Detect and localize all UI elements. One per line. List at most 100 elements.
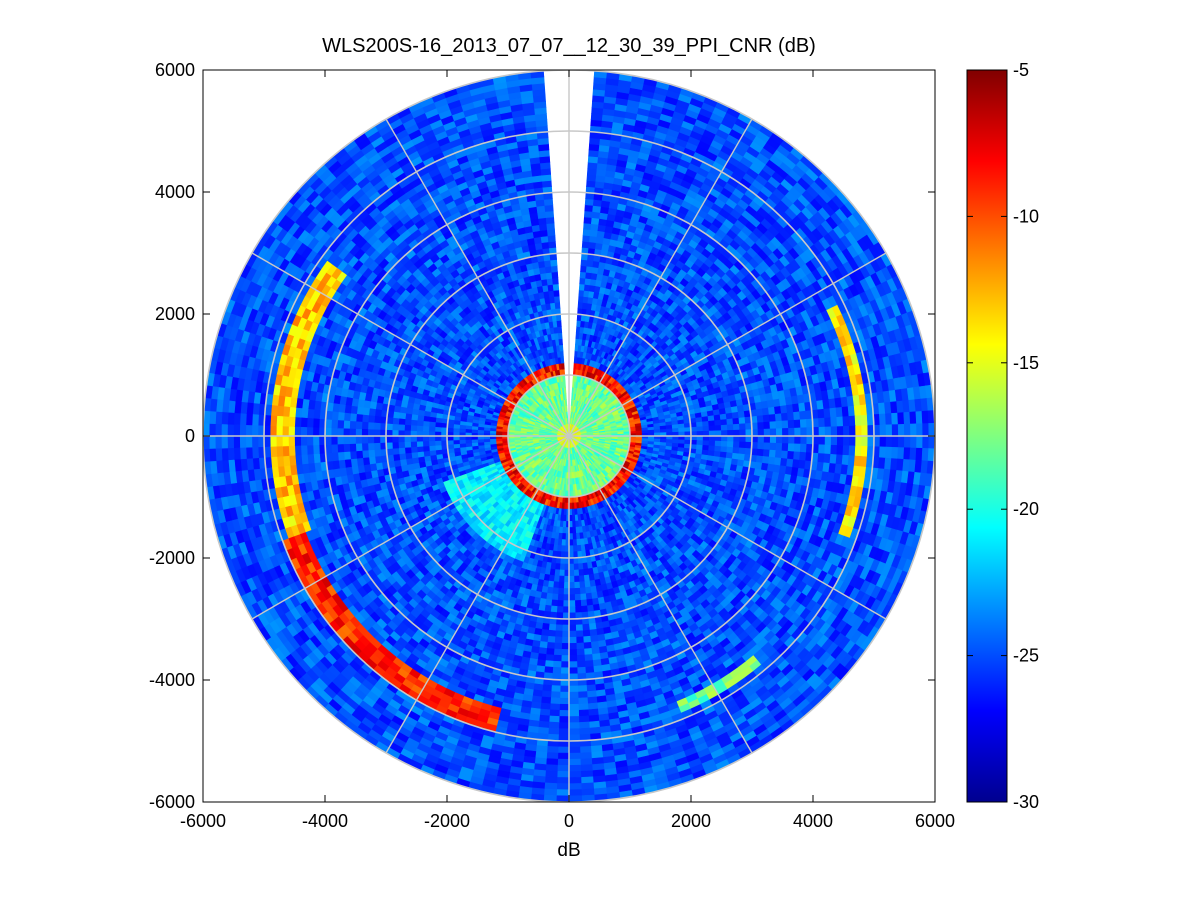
- cnr-cell: [854, 445, 862, 457]
- cnr-cell: [727, 429, 735, 437]
- cnr-cell: [757, 435, 765, 444]
- cnr-cell: [745, 435, 753, 443]
- cnr-cell: [824, 426, 832, 437]
- cnr-cell: [763, 435, 771, 444]
- cnr-cell: [879, 446, 887, 459]
- cnr-cell: [726, 446, 734, 454]
- cnr-cell: [793, 443, 801, 453]
- cnr-cell: [835, 406, 844, 418]
- cnr-cell: [823, 453, 831, 464]
- cnr-cell: [774, 413, 783, 422]
- cnr-cell: [879, 424, 887, 437]
- cnr-cell: [910, 435, 918, 449]
- cnr-cell: [921, 448, 929, 462]
- cnr-cell: [885, 446, 893, 459]
- cnr-cell: [677, 423, 685, 429]
- cnr-cell: [769, 421, 777, 430]
- cnr-cell: [782, 428, 789, 437]
- cnr-cell: [787, 412, 795, 422]
- cnr-cell: [666, 428, 673, 433]
- cnr-cell: [915, 447, 923, 462]
- cnr-cell: [761, 456, 770, 465]
- cnr-cell: [847, 455, 856, 467]
- cnr-cell: [830, 426, 838, 437]
- cnr-cell: [806, 427, 814, 437]
- cnr-cell: [696, 440, 704, 446]
- cnr-cell: [733, 435, 741, 443]
- cnr-cell: [916, 435, 924, 449]
- cnr-cell: [824, 444, 832, 455]
- cnr-cell: [841, 406, 850, 418]
- cnr-cell: [885, 424, 893, 437]
- cnr-cell: [787, 450, 795, 460]
- cnr-cell: [732, 423, 741, 431]
- cnr-cell: [830, 416, 838, 428]
- cnr-cell: [818, 444, 826, 455]
- cnr-cell: [824, 435, 832, 446]
- cnr-cell: [713, 414, 721, 422]
- cnr-cell: [781, 412, 789, 422]
- cnr-cell: [755, 408, 764, 417]
- cnr-cell: [714, 419, 722, 427]
- cnr-cell: [769, 442, 777, 451]
- cnr-cell: [843, 435, 850, 447]
- cnr-cell: [584, 198, 595, 206]
- cnr-cell: [842, 416, 850, 427]
- cnr-cell: [897, 412, 905, 425]
- cnr-cell: [829, 407, 838, 419]
- cnr-cell: [916, 423, 924, 437]
- cnr-cell: [583, 216, 593, 224]
- cnr-cell: [793, 419, 801, 429]
- cnr-cell: [726, 441, 734, 448]
- cnr-cell: [582, 234, 591, 243]
- cnr-cell: [843, 425, 850, 437]
- cnr-cell: [702, 421, 710, 427]
- cnr-cell: [726, 418, 734, 426]
- cnr-cell: [836, 426, 844, 437]
- cnr-cell: [818, 435, 826, 446]
- cnr-cell: [732, 417, 740, 425]
- cnr-cell: [583, 210, 593, 218]
- cnr-cell: [707, 415, 715, 422]
- cnr-cell: [587, 155, 599, 164]
- cnr-cell: [775, 420, 783, 430]
- cnr-cell: [794, 435, 802, 445]
- cnr-cell: [672, 428, 680, 433]
- cnr-cell: [715, 430, 722, 437]
- cnr-cell: [848, 415, 856, 427]
- cnr-cell: [788, 427, 796, 437]
- cnr-cell: [817, 453, 825, 464]
- cnr-cell: [582, 228, 592, 237]
- cnr-cell: [782, 435, 789, 444]
- cnr-cell: [732, 441, 741, 449]
- cnr-cell: [799, 443, 808, 453]
- cnr-cell: [848, 445, 856, 457]
- cnr-cell: [897, 435, 905, 449]
- cnr-cell: [757, 428, 765, 437]
- cnr-cell: [731, 411, 740, 420]
- cnr-cell: [849, 435, 857, 447]
- cnr-cell: [806, 435, 814, 445]
- cnr-cell: [583, 222, 592, 231]
- cnr-cell: [738, 417, 746, 425]
- cnr-cell: [763, 428, 771, 437]
- cnr-cell: [579, 277, 586, 285]
- cnr-cell: [830, 435, 838, 446]
- cnr-cell: [763, 421, 771, 430]
- cnr-cell: [781, 450, 789, 460]
- cnr-cell: [762, 414, 771, 423]
- cnr-cell: [824, 417, 832, 428]
- cnr-cell: [794, 427, 802, 437]
- cnr-cell: [714, 445, 722, 453]
- cnr-cell: [733, 429, 741, 437]
- cnr-cell: [799, 451, 807, 462]
- ppi-data-layer: [203, 70, 935, 802]
- cnr-cell: [891, 424, 899, 437]
- cnr-cell: [727, 435, 735, 443]
- cnr-cell: [702, 435, 710, 442]
- cnr-cell: [793, 451, 801, 461]
- cnr-cell: [897, 447, 905, 460]
- cnr-cell: [739, 435, 747, 443]
- cnr-cell: [830, 444, 838, 456]
- cnr-cell: [714, 425, 722, 432]
